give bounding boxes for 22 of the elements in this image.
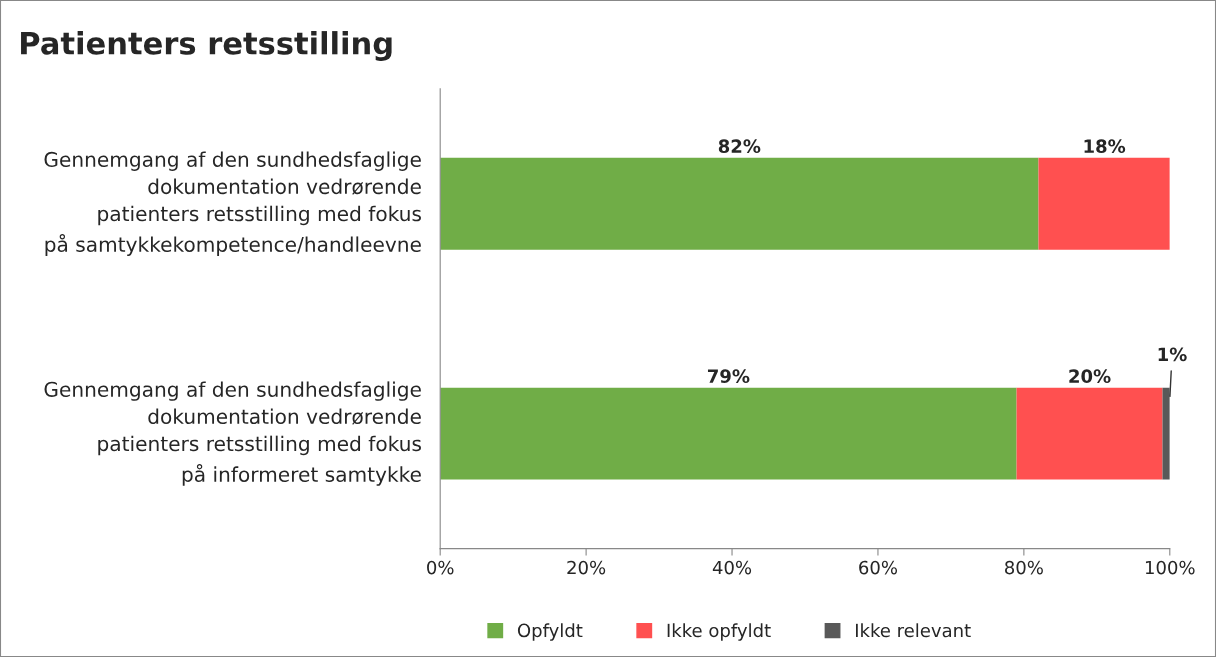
legend-label: Opfyldt bbox=[517, 623, 583, 641]
x-tick-label: 0% bbox=[427, 560, 454, 575]
x-tick-label: 80% bbox=[1005, 560, 1043, 575]
x-tick-label: 40% bbox=[712, 560, 752, 575]
y-tick-label: Gennemgang af den sundhedsfaglige dokumentation vedrørende patienters retsstilling med fokus på samtykkekompetence/handleevne bbox=[44, 151, 421, 256]
x-tick-label: 20% bbox=[567, 560, 606, 575]
bar bbox=[1038, 157, 1170, 250]
bar bbox=[1016, 387, 1163, 480]
bar bbox=[1162, 387, 1170, 480]
legend-label: Ikke opfyldt bbox=[667, 623, 771, 641]
data-label: 1% bbox=[1158, 347, 1187, 362]
data-label: 82% bbox=[718, 139, 761, 154]
x-tick-label: 100% bbox=[1145, 560, 1195, 575]
bar bbox=[440, 387, 1017, 480]
data-label: 18% bbox=[1084, 139, 1126, 154]
x-tick-label: 60% bbox=[859, 560, 898, 575]
data-label: 20% bbox=[1069, 369, 1111, 383]
data-label: 79% bbox=[707, 369, 750, 383]
legend-label: Ikke relevant bbox=[855, 623, 971, 638]
chart-title: Patienters retsstilling bbox=[21, 31, 392, 61]
y-tick-label: Gennemgang af den sundhedsfaglige dokumentation vedrørende patienters retsstilling med fokus på informeret samtykke bbox=[44, 381, 421, 486]
bar bbox=[440, 157, 1039, 250]
